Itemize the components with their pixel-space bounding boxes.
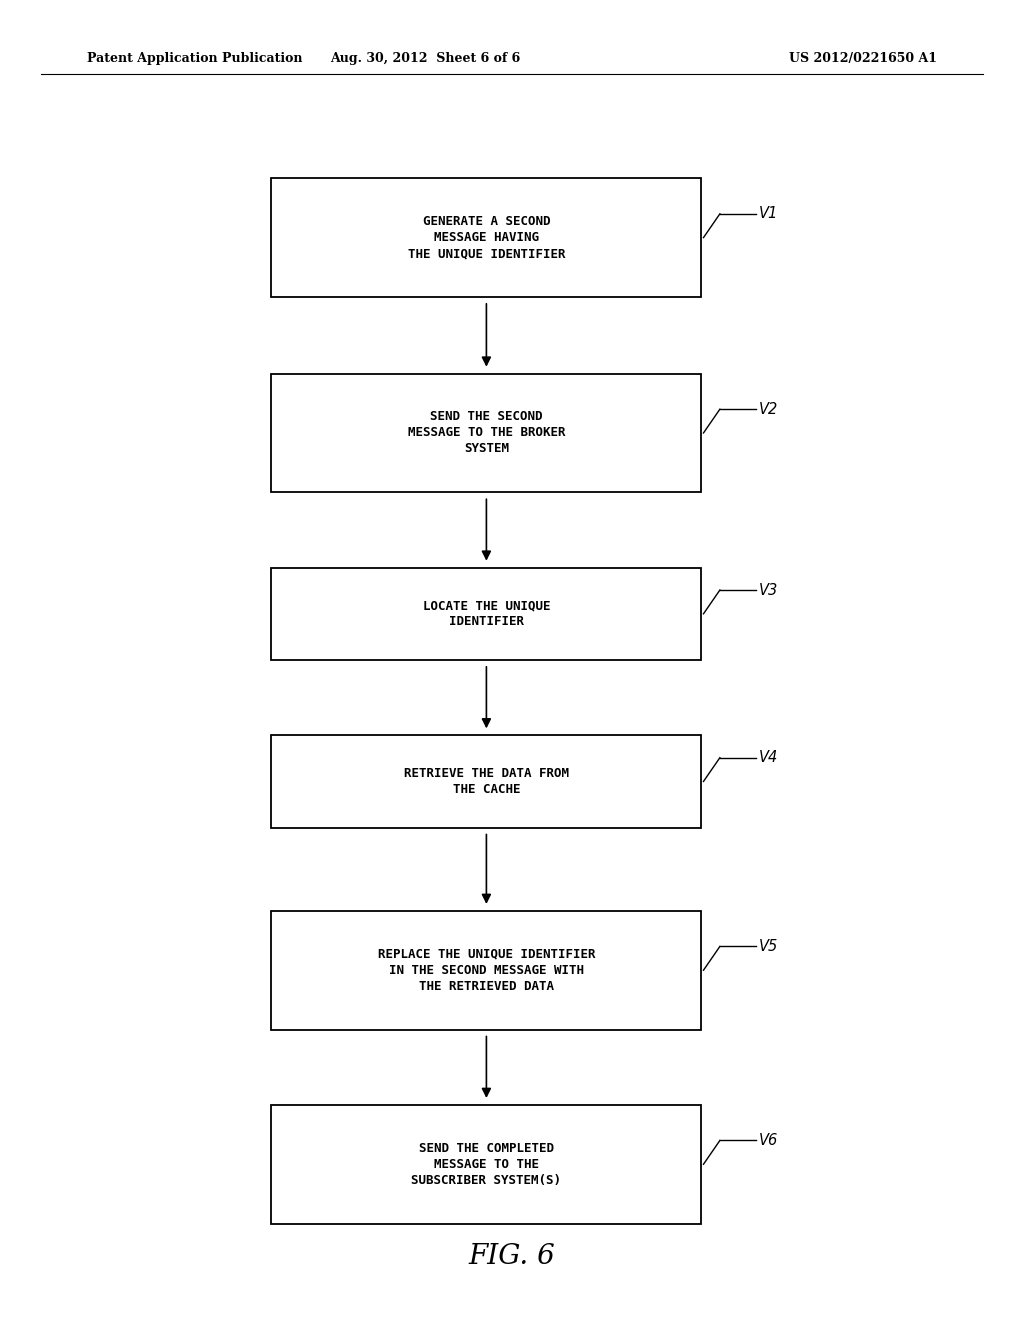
Text: V1: V1 <box>759 206 778 222</box>
Text: V5: V5 <box>759 939 778 954</box>
Bar <box>271 374 701 492</box>
Text: Aug. 30, 2012  Sheet 6 of 6: Aug. 30, 2012 Sheet 6 of 6 <box>330 51 520 65</box>
Bar <box>271 735 701 828</box>
Text: V3: V3 <box>759 582 778 598</box>
Bar <box>271 568 701 660</box>
Text: V6: V6 <box>759 1133 778 1148</box>
Text: SEND THE COMPLETED
MESSAGE TO THE
SUBSCRIBER SYSTEM(S): SEND THE COMPLETED MESSAGE TO THE SUBSCR… <box>412 1142 561 1187</box>
Bar <box>271 178 701 297</box>
Bar <box>271 911 701 1030</box>
Text: SEND THE SECOND
MESSAGE TO THE BROKER
SYSTEM: SEND THE SECOND MESSAGE TO THE BROKER SY… <box>408 411 565 455</box>
Text: LOCATE THE UNIQUE
IDENTIFIER: LOCATE THE UNIQUE IDENTIFIER <box>423 599 550 628</box>
Text: RETRIEVE THE DATA FROM
THE CACHE: RETRIEVE THE DATA FROM THE CACHE <box>403 767 569 796</box>
Text: REPLACE THE UNIQUE IDENTIFIER
IN THE SECOND MESSAGE WITH
THE RETRIEVED DATA: REPLACE THE UNIQUE IDENTIFIER IN THE SEC… <box>378 948 595 993</box>
Text: V4: V4 <box>759 750 778 766</box>
Text: US 2012/0221650 A1: US 2012/0221650 A1 <box>788 51 937 65</box>
Text: Patent Application Publication: Patent Application Publication <box>87 51 302 65</box>
Bar <box>271 1105 701 1224</box>
Text: GENERATE A SECOND
MESSAGE HAVING
THE UNIQUE IDENTIFIER: GENERATE A SECOND MESSAGE HAVING THE UNI… <box>408 215 565 260</box>
Text: V2: V2 <box>759 401 778 417</box>
Text: FIG. 6: FIG. 6 <box>469 1243 555 1270</box>
